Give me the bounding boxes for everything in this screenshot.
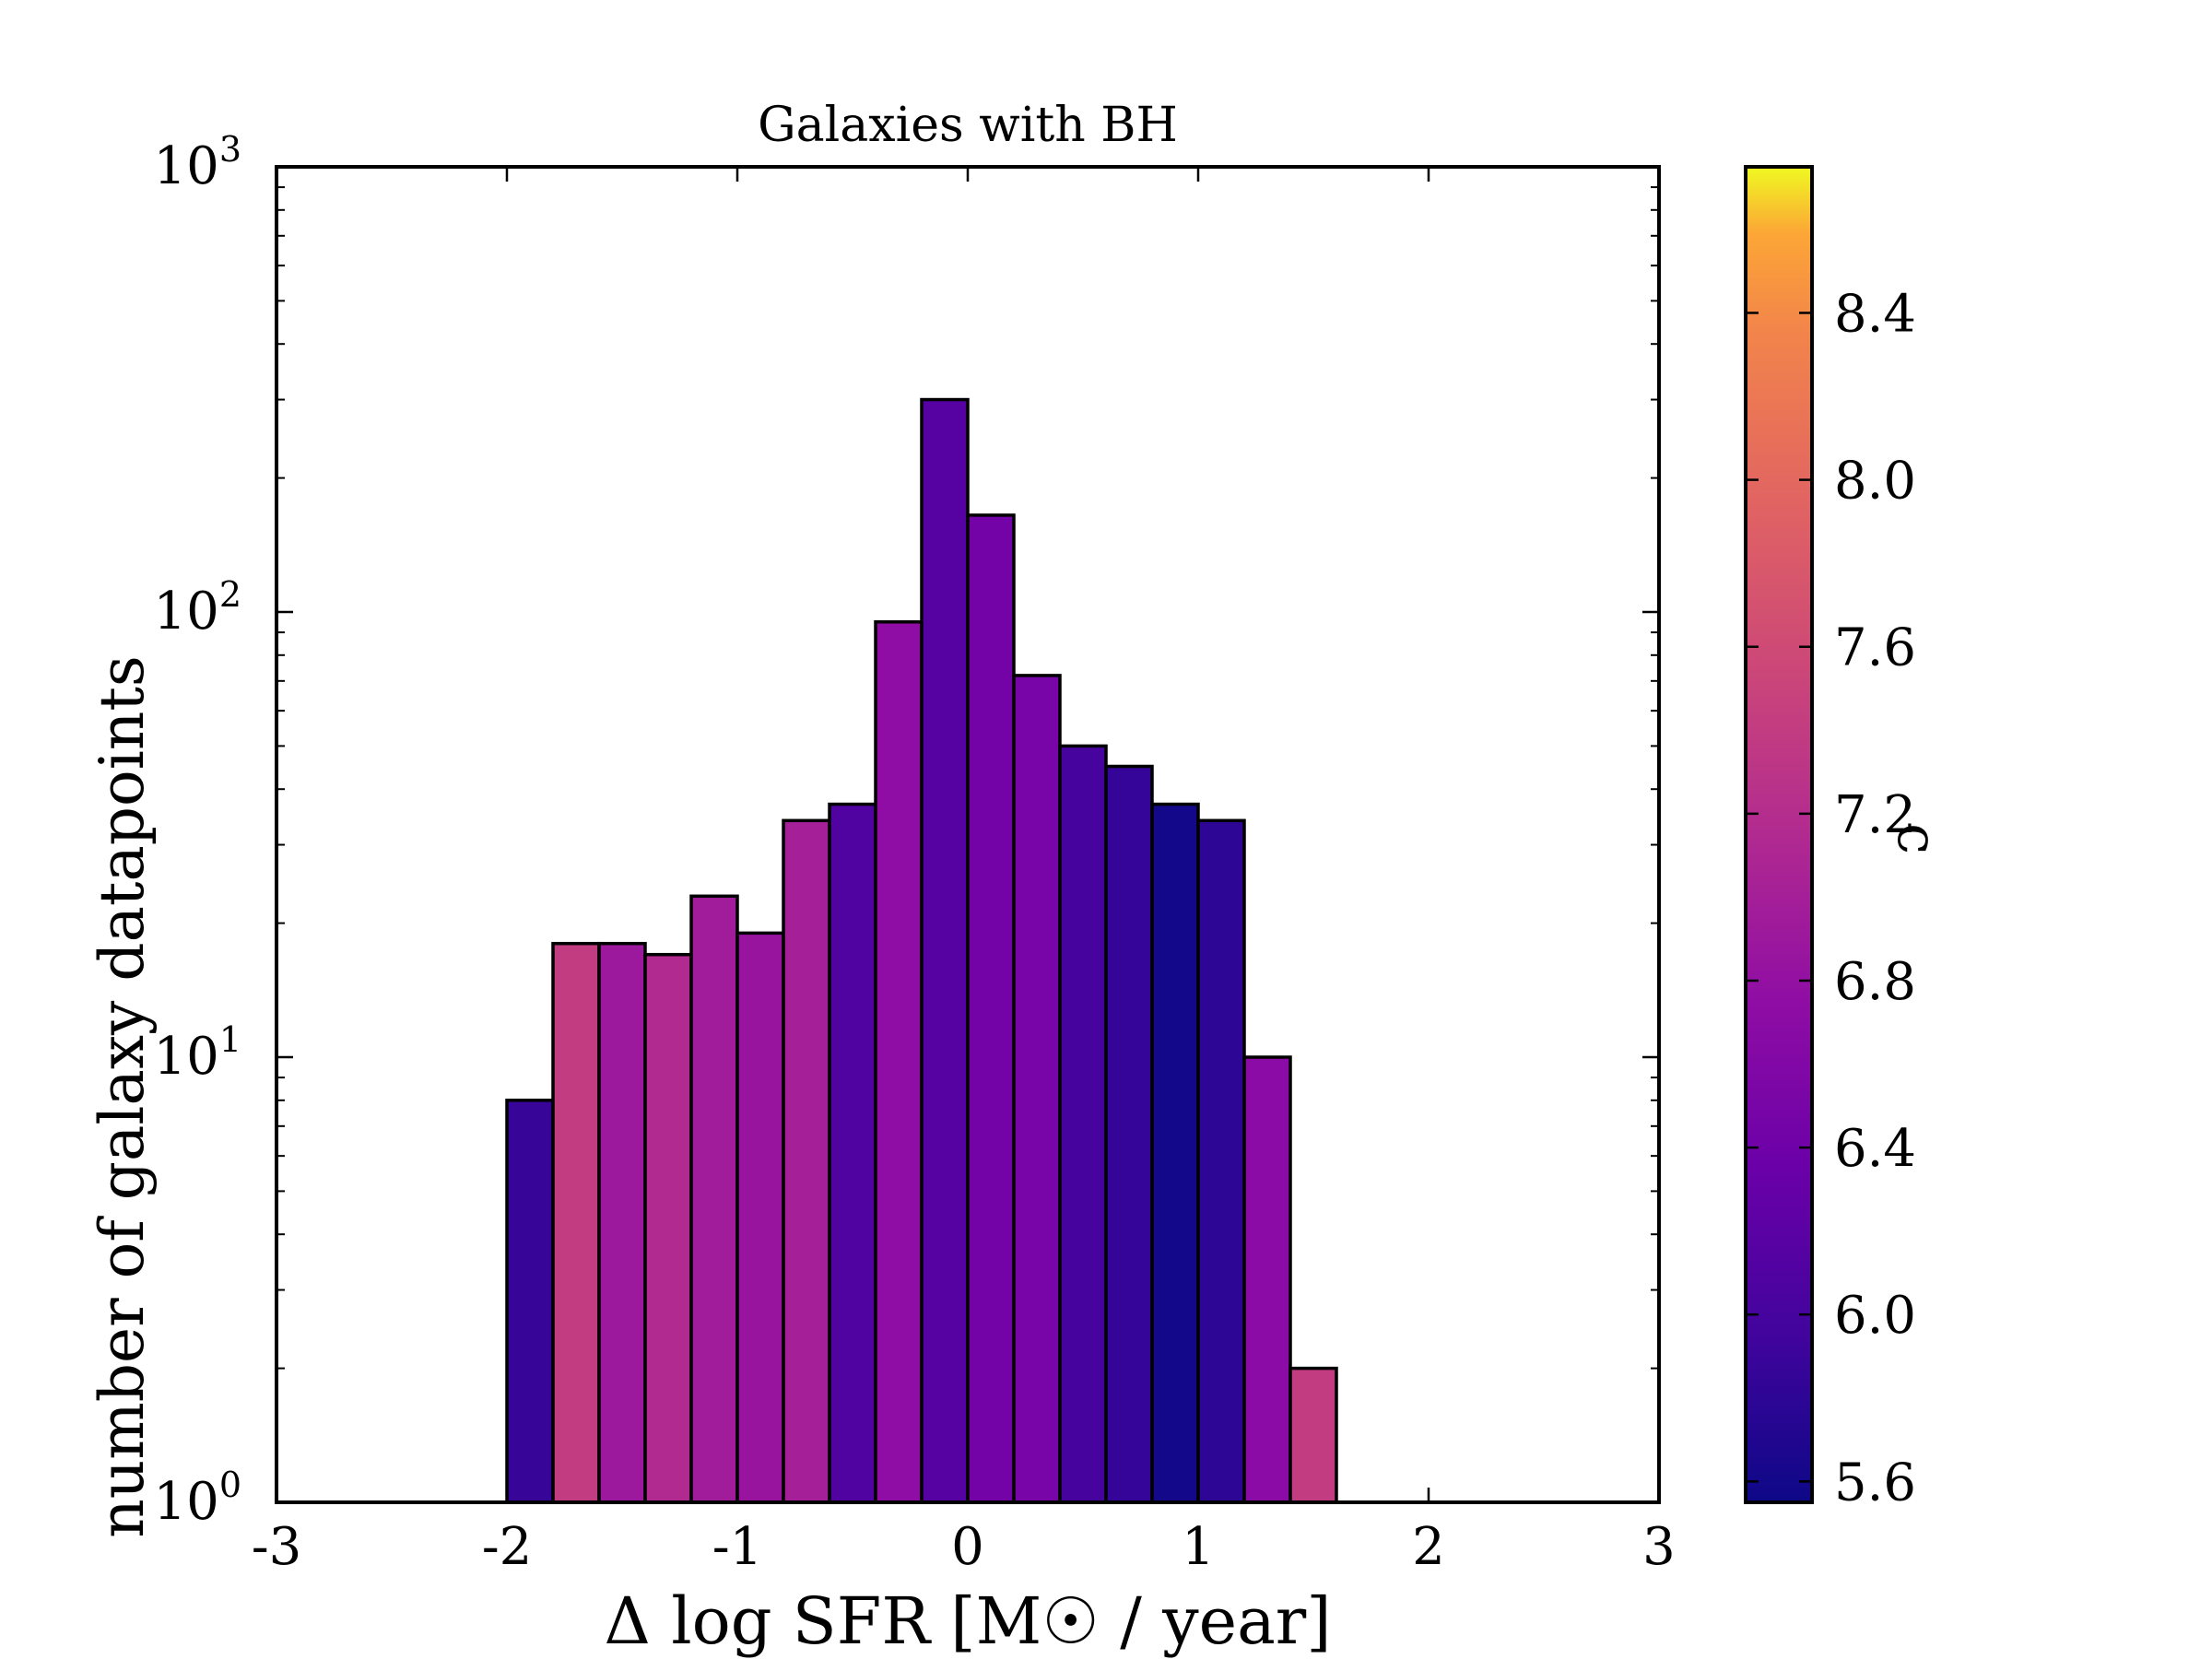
- colorbar-tick-label: 6.4: [1834, 1119, 1916, 1179]
- colorbar-tick-label: 8.4: [1834, 284, 1916, 344]
- colorbar-label: c: [1885, 823, 1949, 854]
- x-tick-label: -1: [712, 1517, 763, 1577]
- colorbar-gradient: [1744, 165, 1814, 1504]
- colorbar-tick-label: 7.6: [1834, 618, 1916, 678]
- histogram-bar: [551, 941, 601, 1504]
- histogram-bar: [782, 818, 831, 1504]
- colorbar-tick-label: 8.0: [1834, 452, 1916, 512]
- histogram-bar: [1288, 1366, 1338, 1504]
- histogram-bar: [1242, 1055, 1292, 1504]
- histogram-bar: [1196, 818, 1246, 1504]
- y-tick-label: 100: [154, 1465, 241, 1532]
- y-tick-label: 103: [154, 129, 241, 196]
- x-tick-label: -2: [482, 1517, 533, 1577]
- x-tick-label: 0: [951, 1517, 984, 1577]
- histogram-bar: [1058, 744, 1108, 1504]
- y-tick-labels: 100 101 102 103: [154, 129, 241, 1532]
- histogram-bar: [735, 931, 785, 1504]
- x-tick-label: 2: [1412, 1517, 1445, 1577]
- y-axis-label: number of galaxy datapoints: [87, 655, 158, 1538]
- histogram-bar: [920, 397, 970, 1504]
- y-tick-label: 101: [154, 1019, 241, 1087]
- colorbar-tick-label: 5.6: [1834, 1453, 1916, 1512]
- bars-layer: [505, 397, 1338, 1504]
- histogram-bar: [597, 941, 647, 1504]
- y-tick-label: 102: [154, 574, 241, 641]
- histogram-bar: [505, 1099, 555, 1504]
- histogram-bar: [1012, 674, 1062, 1504]
- colorbar-ticks: 5.6 6.0 6.4 6.8 7.2 7.6 8.0 8.4: [1746, 284, 1916, 1512]
- histogram-bar: [966, 513, 1016, 1504]
- histogram-bar: [1104, 764, 1154, 1504]
- x-tick-label: 1: [1182, 1517, 1215, 1577]
- histogram-bar: [828, 802, 877, 1504]
- x-axis-label: Δ log SFR [M☉ / year]: [604, 1583, 1331, 1659]
- plot-frame: [275, 165, 1661, 1504]
- histogram-bar: [1150, 802, 1200, 1504]
- chart-title: Galaxies with BH: [758, 98, 1178, 153]
- x-tick-label: 3: [1642, 1517, 1676, 1577]
- x-tick-labels: -3 -2 -1 0 1 2 3: [252, 1517, 1676, 1577]
- colorbar: 5.6 6.0 6.4 6.8 7.2 7.6 8.0 8.4 c: [1744, 165, 1949, 1512]
- histogram-bar: [874, 620, 924, 1504]
- colorbar-tick-label: 6.0: [1834, 1286, 1916, 1346]
- x-tick-label: -3: [252, 1517, 302, 1577]
- histogram-bar: [689, 894, 739, 1504]
- histogram-bar: [643, 952, 693, 1504]
- colorbar-tick-label: 6.8: [1834, 952, 1916, 1012]
- colorbar-tick-label: 7.2: [1834, 785, 1916, 845]
